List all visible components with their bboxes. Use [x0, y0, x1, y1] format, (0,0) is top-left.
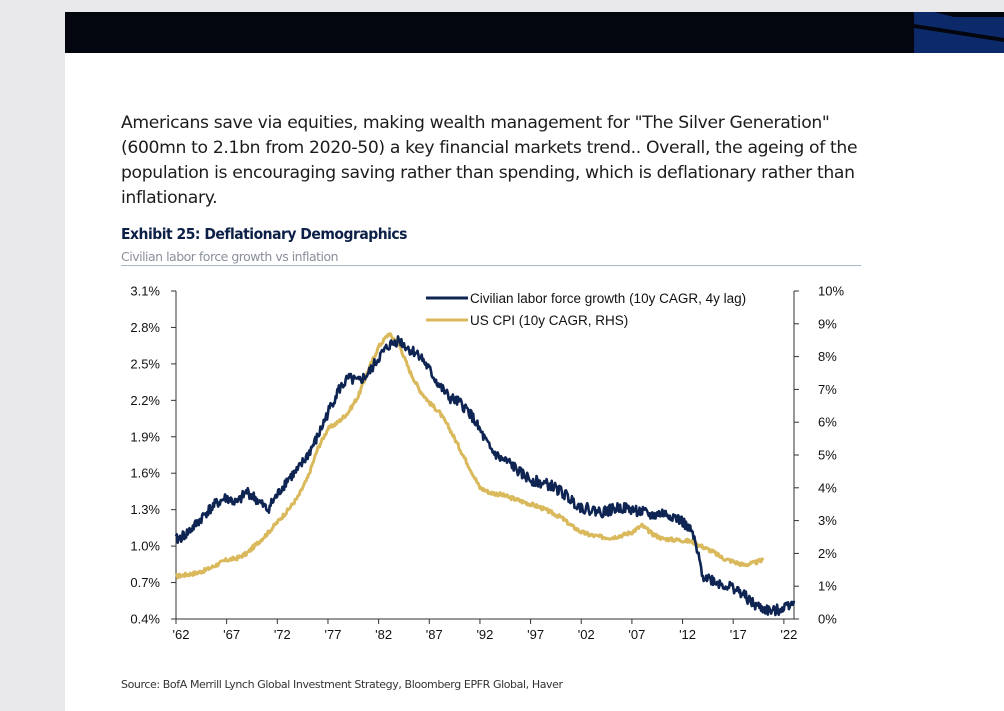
y-left-tick-label: 2.5% — [130, 356, 160, 371]
y-left-tick-label: 2.2% — [130, 393, 160, 408]
x-tick-label: '12 — [679, 627, 696, 642]
y-left-tick-label: 1.0% — [130, 539, 160, 554]
report-header-bar — [65, 12, 1004, 53]
y-left-tick-label: 1.3% — [130, 502, 160, 517]
report-page: Americans save via equities, making weal… — [65, 12, 1004, 711]
brand-flag-stripe-top — [914, 12, 1004, 17]
y-right-tick-label: 9% — [818, 316, 837, 331]
y-left-tick-label: 1.6% — [130, 466, 160, 481]
brand-flag-icon — [914, 12, 1004, 53]
y-right-tick-label: 1% — [818, 579, 837, 594]
x-tick-label: '02 — [578, 627, 595, 642]
chart-series — [174, 332, 796, 617]
x-tick-label: '87 — [426, 627, 443, 642]
brand-flag-stripe-diagonal — [914, 24, 1004, 42]
x-tick-label: '17 — [730, 627, 747, 642]
legend-item-labor-force-label: Civilian labor force growth (10y CAGR, 4… — [470, 291, 746, 306]
y-right-tick-label: 8% — [818, 349, 837, 364]
series-line-us-cpi — [175, 332, 765, 580]
legend-item-us-cpi-label: US CPI (10y CAGR, RHS) — [470, 313, 628, 328]
y-left-tick-label: 2.8% — [130, 320, 160, 335]
y-right-tick-label: 3% — [818, 513, 837, 528]
y-right-tick-label: 5% — [818, 448, 837, 463]
x-tick-label: '82 — [375, 627, 392, 642]
y-left-tick-label: 0.7% — [130, 575, 160, 590]
x-tick-label: '72 — [274, 627, 291, 642]
y-right-tick-label: 2% — [818, 546, 837, 561]
x-tick-label: '97 — [527, 627, 544, 642]
x-tick-label: '07 — [628, 627, 645, 642]
series-line-labor-force — [174, 335, 796, 617]
y-left-tick-label: 1.9% — [130, 429, 160, 444]
x-tick-label: '67 — [223, 627, 240, 642]
y-right-tick-label: 10% — [818, 284, 844, 299]
y-right-tick-label: 0% — [818, 612, 837, 627]
x-tick-label: '77 — [324, 627, 341, 642]
y-right-tick-label: 6% — [818, 415, 837, 430]
body-paragraph: Americans save via equities, making weal… — [121, 113, 858, 208]
exhibit-title: Exhibit 25: Deflationary Demographics — [121, 225, 407, 243]
chart-legend: Civilian labor force growth (10y CAGR, 4… — [426, 291, 746, 328]
x-tick-label: '92 — [476, 627, 493, 642]
line-chart: 3.1% 2.8% 2.5% 2.2% 1.9% 1.6% 1.3% 1.0% 0.7% 0.4%… — [130, 284, 844, 643]
exhibit-subtitle: Civilian labor force growth vs inflation — [121, 249, 339, 264]
chart-axes: 3.1% 2.8% 2.5% 2.2% 1.9% 1.6% 1.3% 1.0% 0.7% 0.4%… — [130, 284, 844, 643]
y-left-tick-label: 0.4% — [130, 612, 160, 627]
y-right-tick-label: 7% — [818, 382, 837, 397]
x-tick-label: '22 — [780, 627, 797, 642]
x-tick-label: '62 — [173, 627, 190, 642]
title-divider — [121, 265, 861, 266]
y-left-tick-label: 3.1% — [130, 284, 160, 299]
source-note: Source: BofA Merrill Lynch Global Invest… — [121, 678, 563, 691]
y-right-tick-label: 4% — [818, 480, 837, 495]
